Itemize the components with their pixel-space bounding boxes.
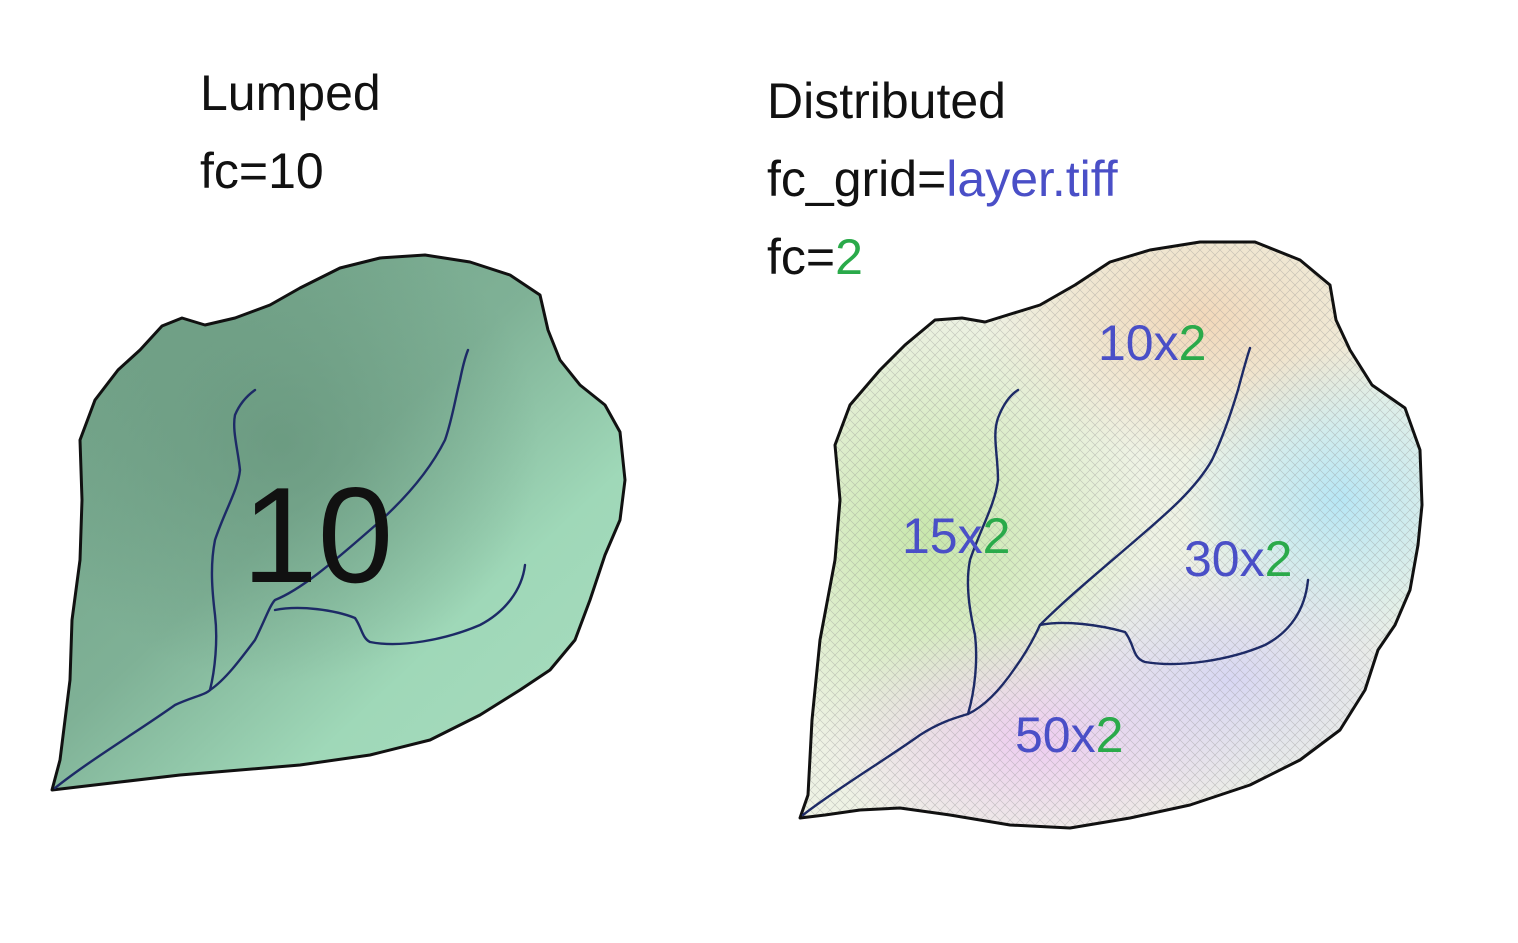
lumped-river-network xyxy=(53,348,527,790)
distributed-title: Distributed xyxy=(767,73,1006,129)
lumped-catchment-value: 10 xyxy=(242,459,393,611)
grid-file-name: layer.tiff xyxy=(946,151,1117,207)
grid-key: fc_grid= xyxy=(767,151,946,207)
lumped-catchment-outline xyxy=(50,253,627,792)
distributed-river-network xyxy=(801,346,1310,817)
fc-key: fc= xyxy=(767,229,835,285)
zone-label-3: 30x2 xyxy=(1184,531,1292,587)
lumped-param-fc: fc=10 xyxy=(200,143,324,199)
zone-label-4: 50x2 xyxy=(1015,707,1123,763)
lumped-catchment: 10 xyxy=(50,253,627,792)
zone-label-2: 15x2 xyxy=(902,508,1010,564)
distributed-grid-param: fc_grid=layer.tiff xyxy=(767,151,1118,207)
zone-label-1: 10x2 xyxy=(1098,315,1206,371)
distributed-catchment-outline xyxy=(798,240,1424,830)
fc-value: 2 xyxy=(835,229,863,285)
distributed-fc-param: fc=2 xyxy=(767,229,863,285)
lumped-title: Lumped xyxy=(200,65,381,121)
